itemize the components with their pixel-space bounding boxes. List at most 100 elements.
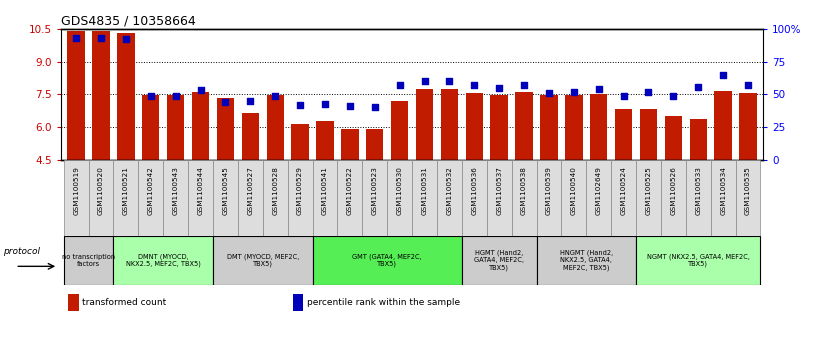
Text: GSM1100534: GSM1100534: [721, 166, 726, 215]
Bar: [711, 160, 735, 236]
Bar: [89, 160, 113, 236]
Bar: [163, 160, 188, 236]
Bar: [113, 160, 139, 236]
Text: GSM1100519: GSM1100519: [73, 166, 79, 215]
Point: [567, 89, 580, 95]
Text: GMT (GATA4, MEF2C,
TBX5): GMT (GATA4, MEF2C, TBX5): [353, 253, 422, 268]
Text: GSM1100521: GSM1100521: [123, 166, 129, 215]
Bar: [238, 160, 263, 236]
Text: GSM1100524: GSM1100524: [621, 166, 627, 215]
Text: HNGMT (Hand2,
NKX2.5, GATA4,
MEF2C, TBX5): HNGMT (Hand2, NKX2.5, GATA4, MEF2C, TBX5…: [560, 250, 613, 271]
Text: GSM1102649: GSM1102649: [596, 166, 601, 215]
Bar: [462, 236, 536, 285]
Bar: [540, 95, 557, 160]
Text: GSM1100530: GSM1100530: [397, 166, 402, 215]
Point: [468, 82, 481, 88]
Bar: [142, 95, 159, 160]
Text: no transcription
factors: no transcription factors: [62, 254, 115, 267]
Bar: [293, 294, 304, 311]
Bar: [64, 160, 89, 236]
Bar: [118, 33, 135, 160]
Text: GSM1100532: GSM1100532: [446, 166, 452, 215]
Bar: [68, 31, 85, 160]
Point: [219, 99, 232, 105]
Text: GSM1100540: GSM1100540: [571, 166, 577, 215]
Point: [692, 83, 705, 89]
Point: [592, 86, 605, 92]
Bar: [490, 95, 508, 160]
Bar: [462, 160, 486, 236]
Text: transformed count: transformed count: [82, 298, 166, 307]
Bar: [288, 160, 313, 236]
Point: [318, 101, 331, 106]
Bar: [611, 160, 636, 236]
Point: [418, 78, 431, 84]
Point: [642, 89, 655, 95]
Bar: [636, 160, 661, 236]
Bar: [69, 294, 78, 311]
Bar: [242, 113, 259, 160]
Bar: [139, 160, 163, 236]
Point: [144, 93, 157, 99]
Bar: [388, 160, 412, 236]
Point: [493, 85, 506, 91]
Point: [268, 93, 282, 99]
Bar: [437, 160, 462, 236]
Text: GSM1100526: GSM1100526: [671, 166, 676, 215]
Bar: [113, 236, 213, 285]
Bar: [665, 116, 682, 160]
Text: GSM1100545: GSM1100545: [223, 166, 228, 215]
Point: [443, 78, 456, 84]
Bar: [391, 101, 408, 160]
Point: [716, 72, 730, 78]
Bar: [362, 160, 388, 236]
Bar: [313, 160, 338, 236]
Bar: [213, 236, 313, 285]
Text: GSM1100527: GSM1100527: [247, 166, 253, 215]
Bar: [636, 236, 761, 285]
Point: [119, 37, 132, 42]
Text: GSM1100520: GSM1100520: [98, 166, 104, 215]
Bar: [317, 121, 334, 160]
Text: GSM1100528: GSM1100528: [273, 166, 278, 215]
Bar: [263, 160, 288, 236]
Bar: [291, 125, 308, 160]
Point: [344, 103, 357, 109]
Bar: [640, 109, 657, 160]
Point: [169, 93, 182, 99]
Bar: [213, 160, 238, 236]
Point: [543, 90, 556, 96]
Point: [194, 87, 207, 93]
Bar: [217, 98, 234, 160]
Point: [517, 82, 530, 88]
Bar: [512, 160, 536, 236]
Text: DMNT (MYOCD,
NKX2.5, MEF2C, TBX5): DMNT (MYOCD, NKX2.5, MEF2C, TBX5): [126, 253, 201, 268]
Bar: [565, 95, 583, 160]
Bar: [167, 95, 184, 160]
Point: [393, 82, 406, 88]
Bar: [338, 160, 362, 236]
Text: GSM1100543: GSM1100543: [173, 166, 179, 215]
Bar: [192, 91, 209, 160]
Bar: [341, 129, 358, 160]
Point: [742, 82, 755, 88]
Bar: [536, 160, 561, 236]
Bar: [92, 30, 109, 160]
Point: [95, 35, 108, 41]
Bar: [536, 236, 636, 285]
Text: GSM1100542: GSM1100542: [148, 166, 153, 215]
Bar: [690, 119, 707, 160]
Point: [69, 35, 82, 41]
Point: [667, 93, 680, 99]
Bar: [416, 89, 433, 160]
Point: [617, 93, 630, 99]
Bar: [486, 160, 512, 236]
Text: HGMT (Hand2,
GATA4, MEF2C,
TBX5): HGMT (Hand2, GATA4, MEF2C, TBX5): [474, 250, 524, 271]
Text: GSM1100536: GSM1100536: [472, 166, 477, 215]
Text: GSM1100541: GSM1100541: [322, 166, 328, 215]
Bar: [735, 160, 761, 236]
Bar: [739, 93, 756, 160]
Bar: [441, 89, 458, 160]
Text: GSM1100525: GSM1100525: [645, 166, 651, 215]
Text: NGMT (NKX2.5, GATA4, MEF2C,
TBX5): NGMT (NKX2.5, GATA4, MEF2C, TBX5): [647, 253, 750, 268]
